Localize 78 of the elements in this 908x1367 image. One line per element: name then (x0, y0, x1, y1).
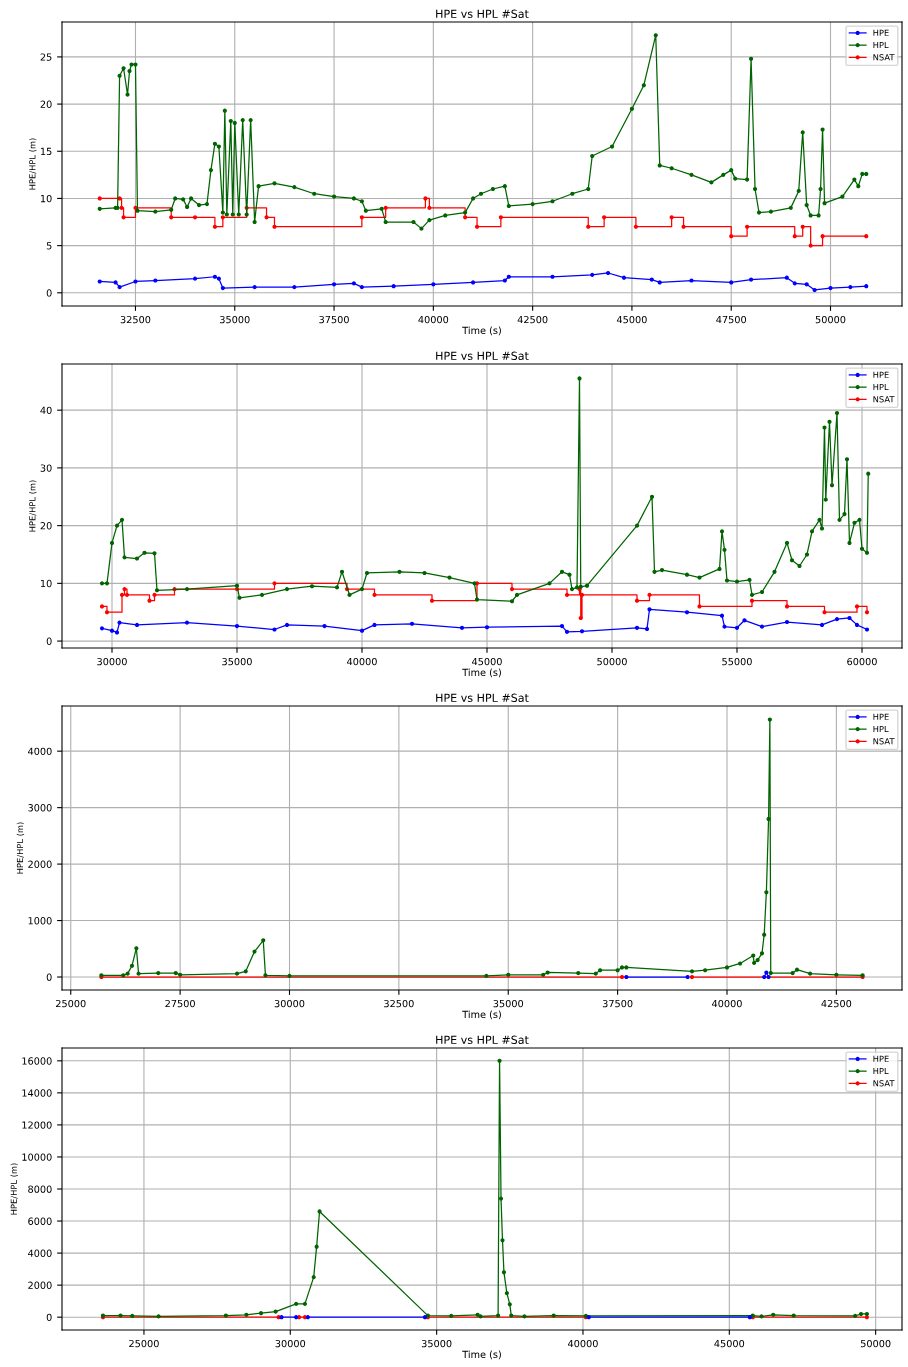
x-tick-label: 60000 (847, 657, 877, 666)
x-axis-title: Time (s) (462, 1010, 501, 1020)
x-tick-label: 42500 (821, 999, 852, 1008)
legend-label: HPE (873, 371, 889, 378)
x-tick-label: 45000 (616, 315, 647, 324)
y-tick-label: 0 (46, 637, 52, 645)
x-tick-label: 30000 (97, 657, 127, 666)
y-axis-title: HPE/HPL (m) (10, 1163, 18, 1215)
y-tick-label: 25 (40, 53, 52, 61)
x-tick-label: 40000 (567, 1339, 598, 1348)
y-tick-label: 40 (40, 406, 52, 415)
y-tick-label: 4000 (28, 1249, 52, 1257)
x-tick-label: 35000 (493, 999, 524, 1008)
x-tick-label: 27500 (165, 999, 195, 1008)
x-axis-title: Time (s) (462, 1350, 501, 1360)
x-tick-label: 40000 (347, 657, 377, 666)
y-tick-label: 8000 (28, 1185, 52, 1193)
y-axis-title: HPE/HPL (m) (29, 480, 37, 532)
x-tick-label: 32500 (384, 999, 414, 1008)
x-tick-label: 37500 (602, 999, 633, 1008)
x-tick-label: 35000 (220, 315, 250, 324)
y-tick-label: 14000 (22, 1089, 52, 1097)
y-tick-label: 4000 (28, 747, 52, 755)
y-tick-label: 0 (46, 1313, 52, 1322)
y-tick-label: 6000 (28, 1217, 52, 1225)
y-tick-label: 0 (46, 973, 52, 981)
y-tick-label: 16000 (22, 1057, 52, 1065)
y-tick-label: 5 (46, 242, 52, 250)
y-tick-label: 12000 (22, 1121, 52, 1129)
y-tick-label: 0 (46, 289, 52, 297)
y-tick-label: 15 (40, 147, 52, 156)
y-tick-label: 2000 (28, 1281, 52, 1289)
y-axis-title: HPE/HPL (m) (29, 138, 37, 190)
x-tick-label: 45000 (472, 657, 502, 666)
legend-label: NSAT (873, 738, 895, 745)
legend-label: HPL (873, 383, 889, 391)
y-tick-label: 10 (40, 194, 52, 203)
legend-label: HPE (873, 29, 889, 36)
x-axis-title: Time (s) (462, 326, 501, 336)
x-axis-title: Time (s) (462, 668, 501, 678)
x-tick-label: 30000 (274, 999, 305, 1008)
y-tick-label: 2000 (28, 860, 52, 868)
x-tick-label: 25000 (56, 999, 86, 1008)
x-tick-label: 40000 (712, 999, 742, 1008)
x-tick-label: 47500 (716, 315, 747, 324)
x-tick-label: 30000 (275, 1339, 306, 1348)
legend-label: HPL (873, 725, 889, 733)
x-tick-label: 50000 (860, 1339, 891, 1348)
x-tick-label: 32500 (120, 315, 151, 324)
x-tick-label: 50000 (597, 657, 627, 666)
y-axis-title: HPE/HPL (m) (16, 822, 25, 874)
y-tick-label: 10000 (22, 1153, 52, 1161)
x-tick-label: 45000 (714, 1339, 745, 1348)
x-tick-label: 50000 (815, 315, 846, 324)
legend-label: NSAT (873, 1080, 895, 1087)
x-tick-label: 35000 (222, 657, 252, 666)
y-tick-label: 10 (40, 579, 52, 588)
legend-label: HPE (873, 713, 889, 720)
legend-label: HPL (873, 41, 889, 49)
legend-label: HPL (873, 1067, 889, 1075)
x-tick-label: 40000 (418, 315, 449, 324)
chart-title: HPE vs HPL #Sat (436, 9, 529, 18)
x-tick-label: 55000 (722, 657, 752, 666)
y-tick-label: 3000 (28, 804, 52, 812)
chart-title: HPE vs HPL #Sat (436, 1035, 529, 1044)
legend-label: HPE (873, 1055, 889, 1062)
legend-label: NSAT (873, 396, 895, 403)
x-tick-label: 35000 (421, 1339, 452, 1348)
x-tick-label: 42500 (517, 315, 548, 324)
x-tick-label: 37500 (319, 315, 349, 324)
chart-title: HPE vs HPL #Sat (436, 693, 529, 702)
chart-title: HPE vs HPL #Sat (436, 351, 529, 360)
y-tick-label: 20 (40, 100, 52, 108)
x-tick-label: 25000 (129, 1339, 159, 1348)
y-tick-label: 20 (40, 522, 52, 530)
legend-label: NSAT (873, 54, 895, 61)
y-tick-label: 1000 (28, 917, 52, 925)
y-tick-label: 30 (40, 464, 52, 472)
